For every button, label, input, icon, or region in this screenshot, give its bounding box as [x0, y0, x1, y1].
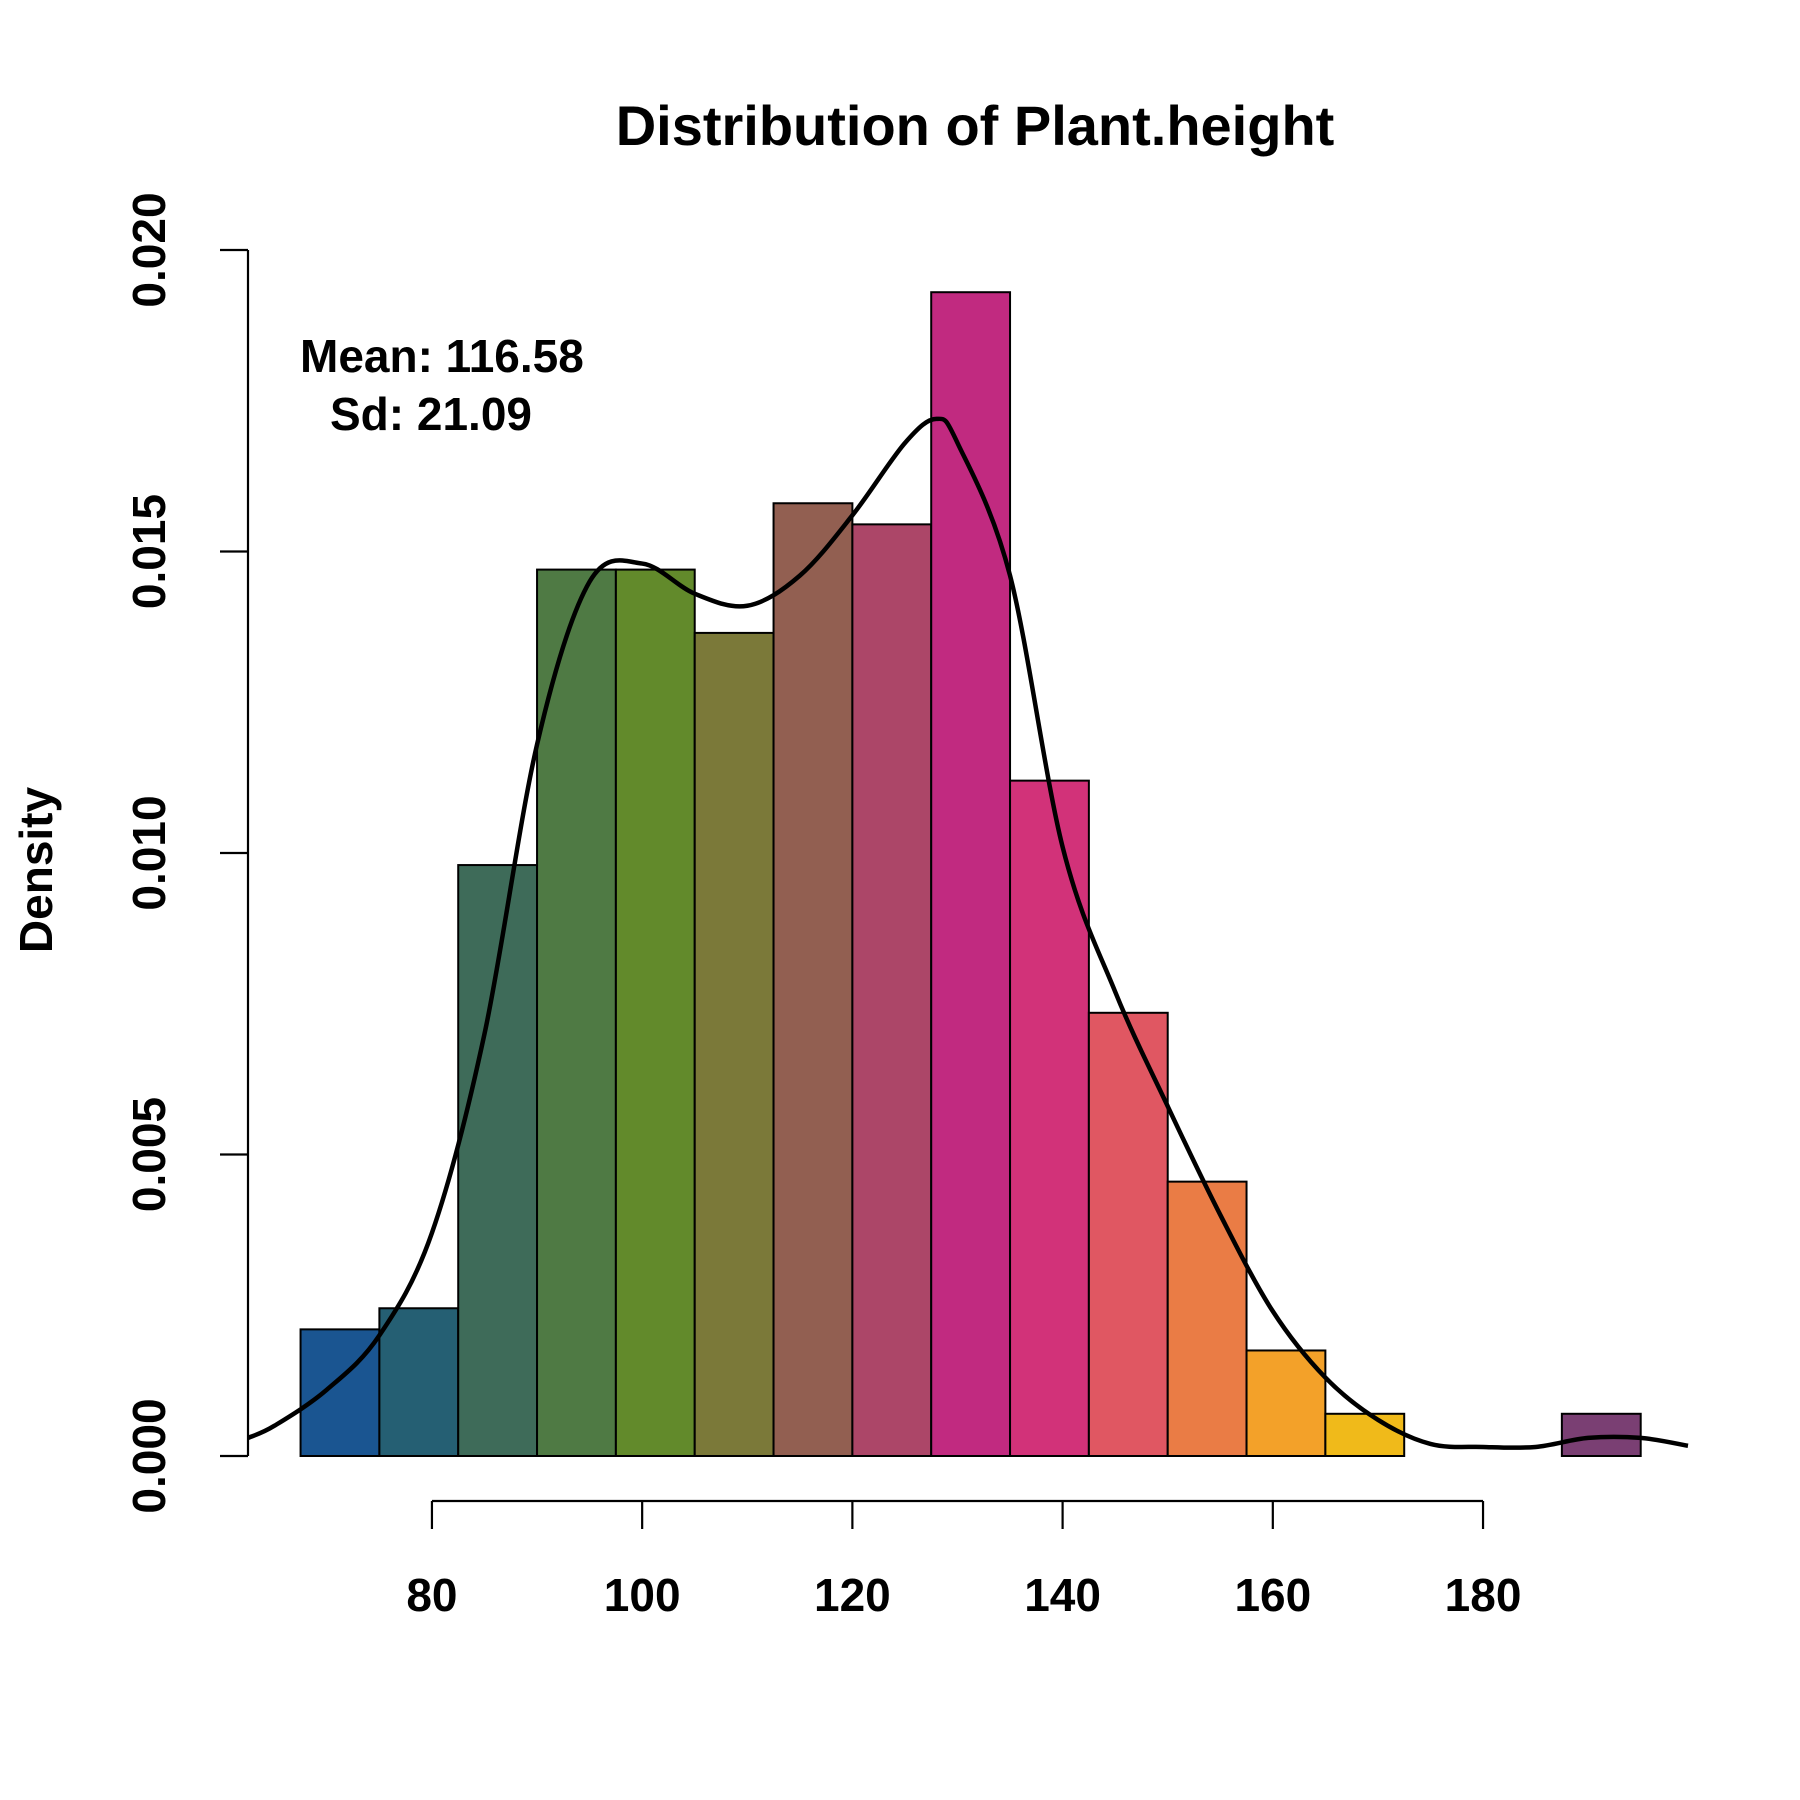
- histogram-bar: [693, 631, 775, 1457]
- x-tick-label: 180: [1445, 1569, 1522, 1621]
- y-tick-label: 0.020: [123, 192, 175, 307]
- x-axis: 80 100 120 140 160 180: [406, 1499, 1522, 1621]
- y-tick-label: 0.000: [123, 1398, 175, 1513]
- x-tick-label: 160: [1234, 1569, 1311, 1621]
- histogram-bar: [1009, 779, 1090, 1457]
- histogram-bar: [851, 523, 933, 1457]
- x-tick-label: 100: [604, 1569, 681, 1621]
- x-tick-label: 140: [1024, 1569, 1101, 1621]
- histogram-bar: [1245, 1349, 1327, 1457]
- y-tick-label: 0.005: [123, 1097, 175, 1212]
- y-axis: 0.000 0.005 0.010 0.015 0.020: [123, 192, 250, 1514]
- histogram-bar: [772, 502, 854, 1457]
- density-curve: [247, 416, 1689, 1450]
- y-axis-label: Density: [10, 787, 62, 954]
- y-tick-label: 0.010: [123, 795, 175, 910]
- x-tick-label: 120: [814, 1569, 891, 1621]
- stats-annotation: Mean: 116.58 Sd: 21.09: [300, 330, 584, 440]
- histogram-bar: [536, 568, 617, 1457]
- histogram-bar: [378, 1307, 460, 1458]
- histogram-bar: [614, 568, 696, 1457]
- histogram-bar: [1166, 1180, 1248, 1457]
- density-curve-group: [247, 416, 1689, 1450]
- chart-title: Distribution of Plant.height: [616, 94, 1335, 157]
- x-tick-label: 80: [406, 1569, 457, 1621]
- y-tick-label: 0.015: [123, 494, 175, 609]
- histogram-bar: [1324, 1412, 1406, 1458]
- mean-annotation: Mean: 116.58: [300, 330, 584, 382]
- bars-group: [299, 291, 1642, 1458]
- histogram-bar: [930, 291, 1012, 1458]
- sd-annotation: Sd: 21.09: [330, 388, 532, 440]
